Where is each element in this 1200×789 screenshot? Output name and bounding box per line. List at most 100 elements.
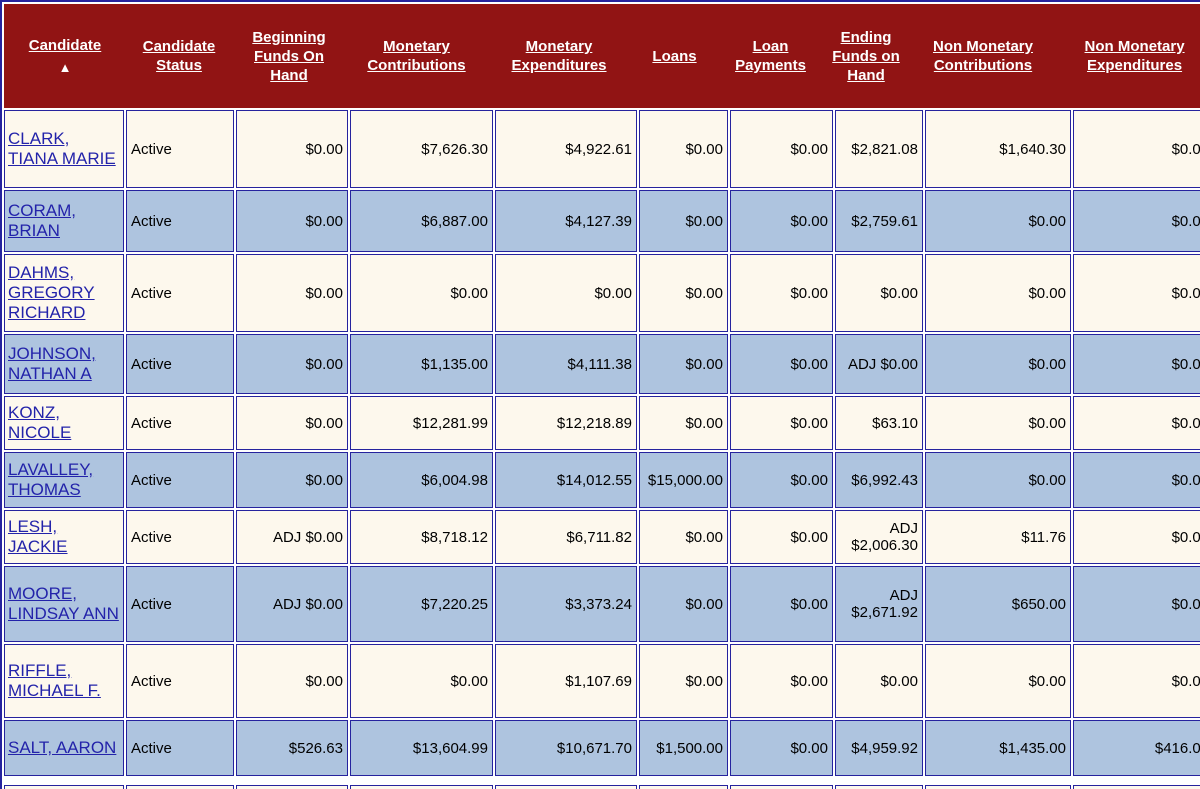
candidate-cell: LAVALLEY, THOMAS bbox=[4, 452, 124, 508]
column-header-loan-payments[interactable]: Loan Payments bbox=[735, 38, 806, 74]
non-monetary-expenditures-cell: $0.00 bbox=[1073, 510, 1200, 564]
table-row: RIFFLE, MICHAEL F. Active $0.00 $0.00 $1… bbox=[4, 644, 1200, 718]
ending-funds-cell: $2,821.08 bbox=[835, 110, 923, 188]
candidate-link[interactable]: LESH, JACKIE bbox=[8, 517, 68, 556]
non-monetary-expenditures-cell: $0.00 bbox=[1073, 452, 1200, 508]
column-header-candidate-label[interactable]: Candidate bbox=[28, 36, 102, 54]
ending-funds-cell: ADJ $0.00 bbox=[835, 334, 923, 394]
non-monetary-contributions-cell: $0.00 bbox=[925, 334, 1071, 394]
candidate-cell: CLARK, TIANA MARIE bbox=[4, 110, 124, 188]
candidate-link[interactable]: LAVALLEY, THOMAS bbox=[8, 460, 94, 499]
loans-cell: $0.00 bbox=[639, 190, 728, 252]
ending-funds-cell: $4,959.92 bbox=[835, 720, 923, 776]
monetary-contributions-cell: $0.00 bbox=[350, 644, 493, 718]
loan-payments-cell: $0.00 bbox=[730, 254, 833, 332]
loans-cell: $0.00 bbox=[639, 644, 728, 718]
monetary-contributions-cell: $6,887.00 bbox=[350, 190, 493, 252]
header-band: Candidate ▲ Candidate Status Beginning F… bbox=[4, 4, 1200, 108]
candidate-status-cell: Active bbox=[126, 110, 234, 188]
table-row: SALT, AARON Active $526.63 $13,604.99 $1… bbox=[4, 720, 1200, 776]
loans-cell: $0.00 bbox=[639, 110, 728, 188]
non-monetary-expenditures-cell: $0.00 bbox=[1073, 566, 1200, 642]
monetary-contributions-cell: $12,281.99 bbox=[350, 396, 493, 450]
non-monetary-expenditures-cell: $0.00 bbox=[1073, 334, 1200, 394]
non-monetary-contributions-cell: $650.00 bbox=[925, 566, 1071, 642]
candidate-cell: LESH, JACKIE bbox=[4, 510, 124, 564]
beginning-funds-cell: $0.00 bbox=[236, 452, 348, 508]
loans-cell: $0.00 bbox=[639, 334, 728, 394]
table-row: LAVALLEY, THOMAS Active $0.00 $6,004.98 … bbox=[4, 452, 1200, 508]
beginning-funds-cell: ADJ $0.00 bbox=[236, 510, 348, 564]
table-row: CORAM, BRIAN Active $0.00 $6,887.00 $4,1… bbox=[4, 190, 1200, 252]
column-header-candidate[interactable]: Candidate ▲ bbox=[6, 36, 124, 77]
non-monetary-expenditures-cell: $0.00 bbox=[1073, 190, 1200, 252]
candidate-link[interactable]: DAHMS, GREGORY RICHARD bbox=[8, 263, 95, 322]
monetary-contributions-cell: $7,626.30 bbox=[350, 110, 493, 188]
candidate-link[interactable]: SALT, AARON bbox=[8, 738, 117, 757]
monetary-expenditures-cell: $14,012.55 bbox=[495, 452, 637, 508]
non-monetary-contributions-cell: $0.00 bbox=[925, 452, 1071, 508]
beginning-funds-cell: $0.00 bbox=[236, 110, 348, 188]
candidate-link[interactable]: CORAM, BRIAN bbox=[8, 201, 76, 240]
candidate-link[interactable]: RIFFLE, MICHAEL F. bbox=[8, 661, 101, 700]
candidate-status-cell: Active bbox=[126, 254, 234, 332]
column-header-candidate-status[interactable]: Candidate Status bbox=[142, 38, 216, 74]
loans-cell: $0.00 bbox=[639, 566, 728, 642]
candidate-cell: KONZ, NICOLE bbox=[4, 396, 124, 450]
beginning-funds-cell: $0.00 bbox=[236, 254, 348, 332]
candidate-link[interactable]: KONZ, NICOLE bbox=[8, 403, 72, 442]
ending-funds-cell: ADJ $2,671.92 bbox=[835, 566, 923, 642]
candidate-status-cell: Active bbox=[126, 396, 234, 450]
ending-funds-cell: $63.10 bbox=[835, 396, 923, 450]
non-monetary-contributions-cell: $11.76 bbox=[925, 510, 1071, 564]
table-row: LESH, JACKIE Active ADJ $0.00 $8,718.12 … bbox=[4, 510, 1200, 564]
table-row-partial bbox=[4, 785, 1200, 789]
monetary-expenditures-cell: $6,711.82 bbox=[495, 510, 637, 564]
column-header-non-monetary-expenditures[interactable]: Non Monetary Expenditures bbox=[1084, 38, 1185, 74]
candidate-status-cell: Active bbox=[126, 334, 234, 394]
candidate-link[interactable]: MOORE, LINDSAY ANN bbox=[8, 584, 119, 623]
candidate-cell: JOHNSON, NATHAN A bbox=[4, 334, 124, 394]
beginning-funds-cell: $526.63 bbox=[236, 720, 348, 776]
loan-payments-cell: $0.00 bbox=[730, 452, 833, 508]
beginning-funds-cell: $0.00 bbox=[236, 396, 348, 450]
column-header-non-monetary-contributions[interactable]: Non Monetary Contributions bbox=[932, 38, 1033, 74]
loans-cell: $1,500.00 bbox=[639, 720, 728, 776]
candidate-cell: DAHMS, GREGORY RICHARD bbox=[4, 254, 124, 332]
table-row: CLARK, TIANA MARIE Active $0.00 $7,626.3… bbox=[4, 110, 1200, 188]
loan-payments-cell: $0.00 bbox=[730, 566, 833, 642]
loans-cell: $0.00 bbox=[639, 254, 728, 332]
non-monetary-contributions-cell: $0.00 bbox=[925, 190, 1071, 252]
monetary-expenditures-cell: $3,373.24 bbox=[495, 566, 637, 642]
beginning-funds-cell: ADJ $0.00 bbox=[236, 566, 348, 642]
candidate-status-cell: Active bbox=[126, 452, 234, 508]
candidate-status-cell: Active bbox=[126, 510, 234, 564]
column-header-loans[interactable]: Loans bbox=[652, 47, 697, 65]
monetary-expenditures-cell: $4,922.61 bbox=[495, 110, 637, 188]
loans-cell: $0.00 bbox=[639, 396, 728, 450]
non-monetary-contributions-cell: $0.00 bbox=[925, 254, 1071, 332]
loan-payments-cell: $0.00 bbox=[730, 334, 833, 394]
table-row: JOHNSON, NATHAN A Active $0.00 $1,135.00… bbox=[4, 334, 1200, 394]
column-header-monetary-contributions[interactable]: Monetary Contributions bbox=[367, 38, 466, 74]
ending-funds-cell: $0.00 bbox=[835, 644, 923, 718]
table-gap bbox=[4, 778, 1200, 783]
candidate-link[interactable]: JOHNSON, NATHAN A bbox=[8, 344, 96, 383]
non-monetary-expenditures-cell: $0.00 bbox=[1073, 644, 1200, 718]
monetary-contributions-cell: $7,220.25 bbox=[350, 566, 493, 642]
candidate-link[interactable]: CLARK, TIANA MARIE bbox=[8, 129, 116, 168]
ending-funds-cell: $2,759.61 bbox=[835, 190, 923, 252]
sort-ascending-icon: ▲ bbox=[58, 59, 72, 75]
table-body: CLARK, TIANA MARIE Active $0.00 $7,626.3… bbox=[4, 110, 1200, 776]
monetary-expenditures-cell: $10,671.70 bbox=[495, 720, 637, 776]
candidate-status-cell: Active bbox=[126, 566, 234, 642]
column-header-beginning-funds[interactable]: Beginning Funds On Hand bbox=[252, 28, 326, 84]
loan-payments-cell: $0.00 bbox=[730, 396, 833, 450]
column-header-ending-funds[interactable]: Ending Funds on Hand bbox=[832, 28, 900, 84]
non-monetary-contributions-cell: $1,640.30 bbox=[925, 110, 1071, 188]
candidate-cell: CORAM, BRIAN bbox=[4, 190, 124, 252]
beginning-funds-cell: $0.00 bbox=[236, 190, 348, 252]
column-header-monetary-expenditures[interactable]: Monetary Expenditures bbox=[511, 38, 607, 74]
